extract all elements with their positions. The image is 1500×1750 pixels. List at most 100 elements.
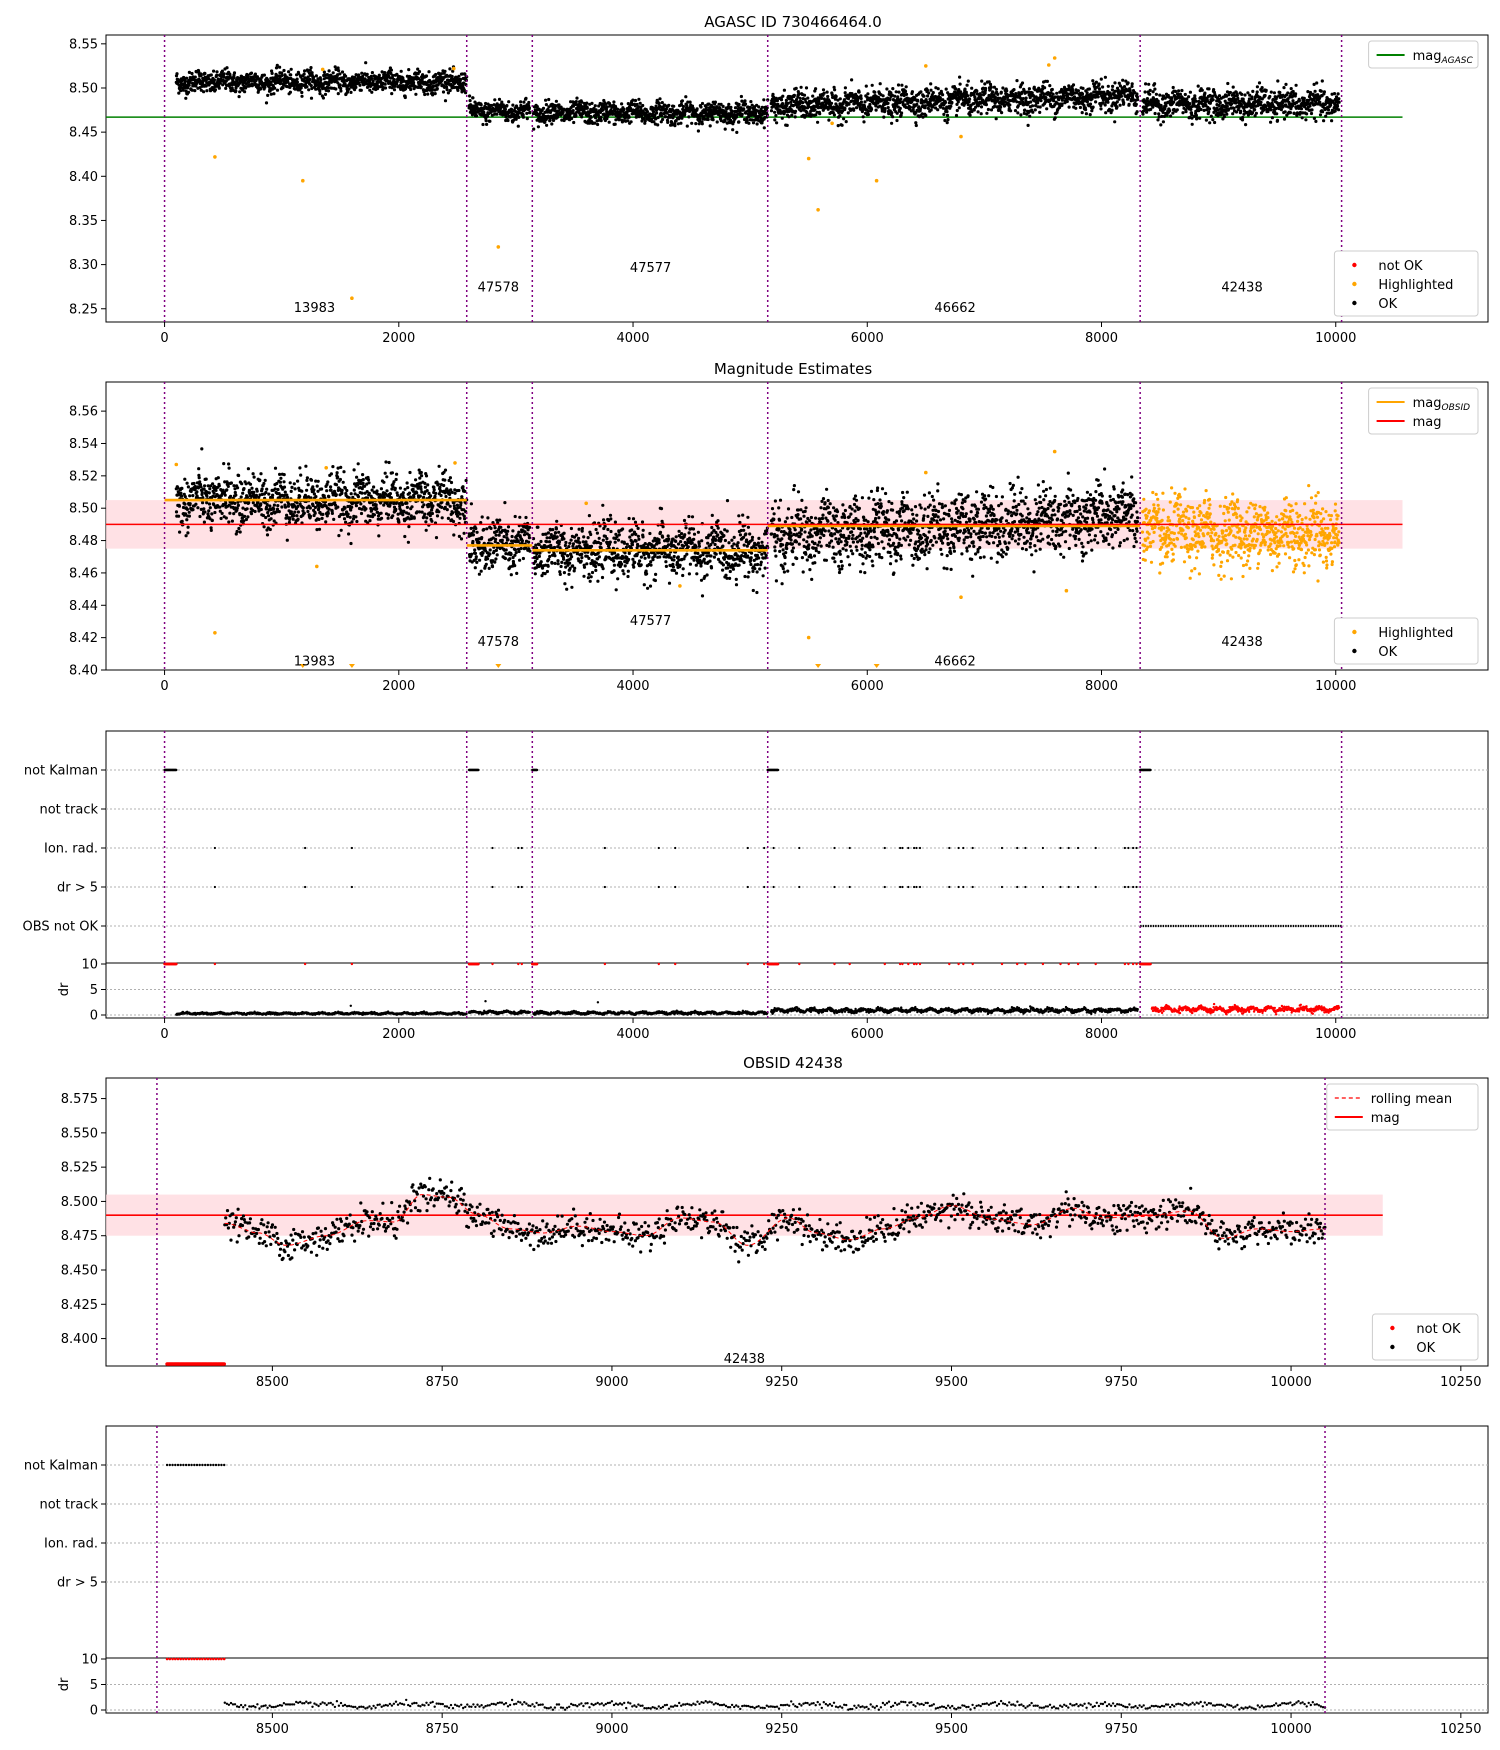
data-point [322, 70, 326, 74]
data-point [1153, 82, 1157, 86]
data-point [859, 100, 864, 104]
data-point [1289, 87, 1293, 91]
data-point [818, 112, 822, 116]
data-point [1153, 87, 1157, 91]
data-point [1027, 87, 1031, 91]
data-point [946, 118, 950, 122]
data-point [234, 89, 238, 93]
data-point [945, 121, 949, 125]
data-point [519, 100, 523, 104]
data-point [1148, 88, 1152, 92]
data-point [187, 510, 191, 514]
data-point [742, 107, 746, 111]
agasc-ytick-label: 8.40 [69, 170, 98, 185]
data-point [1194, 113, 1198, 117]
data-point [181, 88, 185, 92]
data-point [757, 105, 761, 109]
data-point [1130, 82, 1134, 86]
data-point [196, 506, 200, 510]
data-point [269, 517, 273, 521]
data-point [1151, 90, 1155, 94]
data-point [1300, 116, 1304, 120]
data-point [218, 81, 222, 85]
data-point [729, 105, 733, 109]
data-point [679, 121, 683, 125]
data-point [229, 494, 233, 498]
data-point [521, 115, 526, 119]
agasc-points [174, 56, 1341, 301]
data-point [1024, 96, 1028, 100]
data-point [309, 96, 314, 100]
data-point [211, 482, 215, 486]
data-point [497, 97, 502, 101]
data-point [968, 113, 972, 117]
data-point [687, 115, 691, 119]
data-point [1080, 111, 1084, 115]
data-point [799, 85, 803, 89]
data-point [891, 87, 895, 91]
data-point [201, 501, 205, 505]
data-point [1203, 91, 1207, 95]
data-point [827, 118, 831, 122]
data-point [585, 101, 589, 105]
data-point [279, 476, 283, 480]
data-point [1094, 80, 1098, 84]
data-point [656, 123, 660, 127]
data-point [929, 108, 933, 112]
data-point [270, 69, 274, 73]
data-point [922, 94, 926, 98]
data-point [1263, 93, 1267, 98]
data-point [426, 92, 430, 96]
data-point [378, 85, 382, 89]
data-point [680, 99, 685, 103]
data-point [258, 478, 262, 482]
agasc-bottom-legend-marker [1352, 281, 1357, 287]
data-point [696, 129, 701, 133]
data-point [186, 525, 190, 529]
data-point [1282, 117, 1287, 121]
data-point [265, 533, 270, 537]
data-point [1335, 104, 1340, 108]
data-point [834, 94, 838, 99]
data-point [1269, 90, 1273, 94]
data-point [270, 71, 274, 75]
data-point [197, 467, 201, 471]
data-point [552, 118, 556, 122]
data-point [1330, 119, 1334, 123]
data-point [847, 102, 851, 106]
data-point [209, 73, 213, 77]
agasc-xtick-label: 10000 [1315, 331, 1356, 346]
data-point [1255, 85, 1259, 89]
data-point [289, 67, 293, 71]
data-point [1312, 116, 1316, 120]
data-point [700, 122, 704, 126]
data-point [198, 514, 202, 519]
data-point [1001, 86, 1005, 90]
data-point [629, 120, 633, 124]
data-point [994, 87, 999, 91]
data-point [482, 110, 486, 114]
data-point [659, 114, 664, 118]
data-point [241, 491, 245, 495]
data-point [200, 447, 204, 451]
data-point [374, 75, 378, 79]
data-point [237, 526, 241, 531]
highlighted-point [874, 178, 879, 183]
data-point [180, 519, 184, 523]
data-point [544, 103, 549, 107]
data-point [1088, 113, 1092, 117]
data-point [183, 79, 187, 83]
data-point [213, 510, 217, 515]
data-point [207, 77, 211, 81]
data-point [1184, 110, 1188, 114]
data-point [945, 113, 950, 117]
data-point [361, 74, 365, 79]
data-point [443, 69, 447, 73]
data-point [468, 94, 472, 98]
data-point [471, 96, 475, 100]
data-point [706, 117, 710, 122]
data-point [743, 99, 747, 103]
data-point [801, 101, 805, 105]
data-point [1101, 85, 1105, 89]
data-point [1297, 99, 1301, 103]
